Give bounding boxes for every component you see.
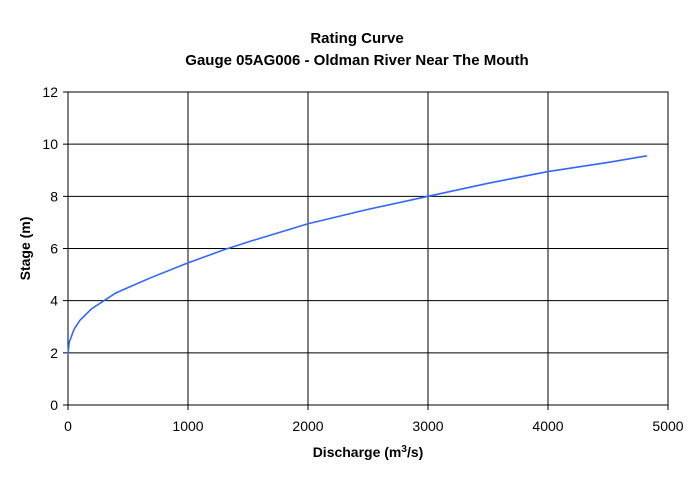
x-tick-label: 2000 xyxy=(292,418,323,434)
y-axis-title: Stage (m) xyxy=(17,217,33,281)
series-layer xyxy=(67,155,648,355)
rating-curve-line xyxy=(67,155,648,355)
y-tick-label: 2 xyxy=(50,345,58,361)
chart-subtitle: Gauge 05AG006 - Oldman River Near The Mo… xyxy=(185,52,528,69)
y-tick-label: 4 xyxy=(50,293,58,309)
grid-lines xyxy=(68,92,668,405)
x-tick-label: 1000 xyxy=(172,418,203,434)
y-tick-label: 6 xyxy=(50,241,58,257)
y-tick-label: 12 xyxy=(42,84,58,100)
chart-title: Rating Curve xyxy=(310,30,403,47)
x-tick-label: 5000 xyxy=(652,418,683,434)
x-axis-title: Discharge (m3/s) xyxy=(313,444,424,461)
y-tick-label: 0 xyxy=(50,397,58,413)
x-tick-label: 0 xyxy=(64,418,72,434)
x-tick-label: 3000 xyxy=(412,418,443,434)
y-tick-label: 10 xyxy=(42,136,58,152)
axis-ticks: 0 2 4 6 8 10 12 0 1000 2000 3000 4000 5000 xyxy=(42,84,683,434)
x-tick-label: 4000 xyxy=(532,418,563,434)
y-tick-label: 8 xyxy=(50,188,58,204)
